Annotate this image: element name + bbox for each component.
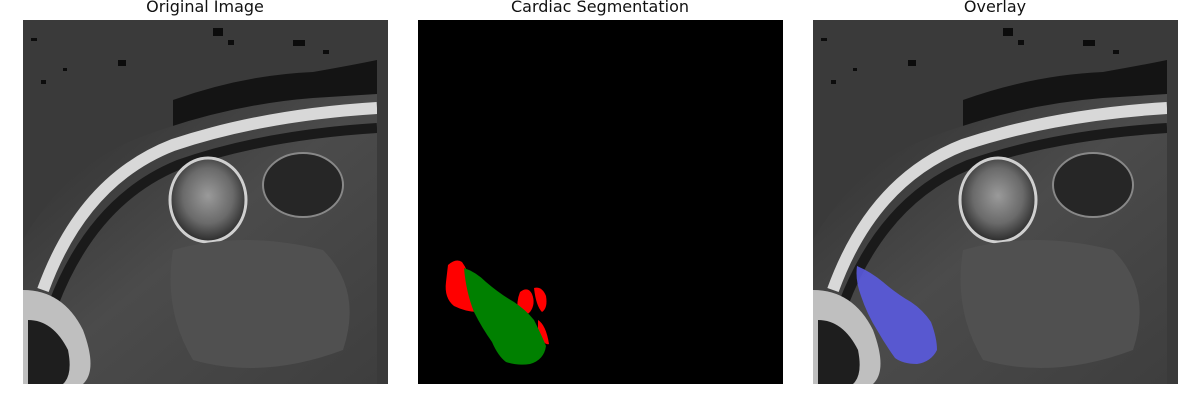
overlay-panel bbox=[813, 20, 1178, 384]
segmentation-red-region-3 bbox=[534, 287, 547, 312]
original-image-panel bbox=[23, 20, 388, 384]
panel-title-segmentation: Cardiac Segmentation bbox=[510, 0, 689, 16]
original-mri-image bbox=[23, 20, 388, 384]
overlay-mask-region bbox=[856, 266, 937, 364]
segmentation-green-region bbox=[464, 268, 546, 365]
overlay-image bbox=[813, 20, 1178, 384]
panel-title-original: Original Image bbox=[146, 0, 264, 16]
segmentation-panel bbox=[418, 20, 783, 384]
segmentation-mask bbox=[418, 20, 783, 384]
panel-title-overlay: Overlay bbox=[963, 0, 1027, 16]
segmentation-red-region-4 bbox=[538, 320, 549, 345]
